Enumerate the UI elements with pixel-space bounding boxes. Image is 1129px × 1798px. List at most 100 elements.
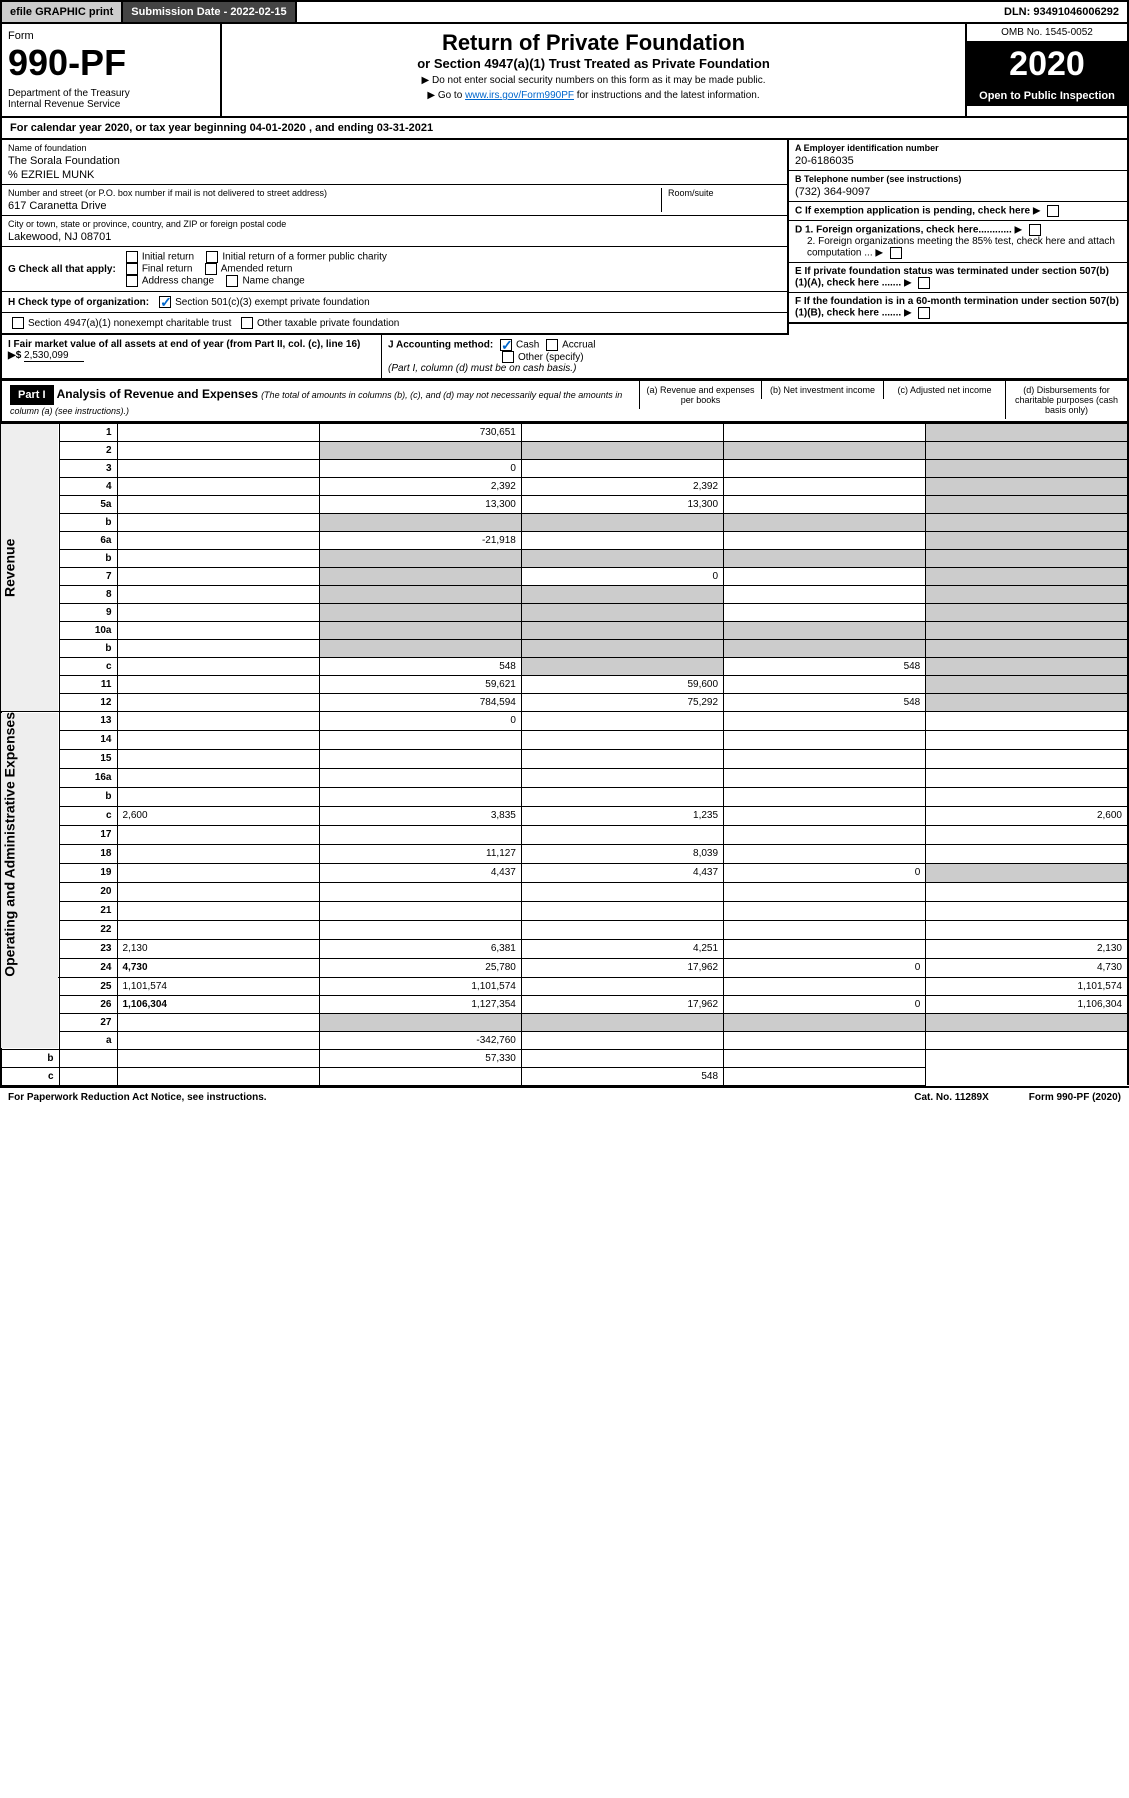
cell-d [926,787,1128,806]
table-row: b [1,787,1128,806]
amended-return-checkbox[interactable] [205,263,217,275]
foreign-85pct-checkbox[interactable] [890,247,902,259]
cell-c [724,532,926,550]
501c3-checkbox[interactable] [159,296,171,308]
care-of: % EZRIEL MUNK [8,169,781,181]
table-row: b57,330 [1,1049,1128,1067]
cell-d: 1,106,304 [926,995,1128,1013]
cell-c [724,1031,926,1049]
line-number: 22 [59,920,117,939]
cell-d [926,550,1128,568]
cell-b: 59,600 [521,676,723,694]
section-f: F If the foundation is in a 60-month ter… [789,293,1127,324]
table-row: 12784,59475,292548 [1,694,1128,712]
cell-c: 548 [724,694,926,712]
line-description [117,768,319,787]
table-row: c548548 [1,658,1128,676]
page-footer: For Paperwork Reduction Act Notice, see … [0,1086,1129,1107]
cell-a: 3,835 [319,806,521,825]
line-description [117,478,319,496]
tel-label: B Telephone number (see instructions) [795,174,1121,184]
cell-d [926,532,1128,550]
top-bar: efile GRAPHIC print Submission Date - 20… [0,0,1129,24]
cell-b [521,460,723,478]
other-method-checkbox[interactable] [502,351,514,363]
cell-b [521,640,723,658]
line-description [117,658,319,676]
table-row: 194,4374,4370 [1,863,1128,882]
cell-c [724,496,926,514]
cash-checkbox[interactable] [500,339,512,351]
tax-year: 2020 [967,43,1127,86]
efile-button[interactable]: efile GRAPHIC print [2,2,123,22]
name-change-checkbox[interactable] [226,275,238,287]
line-number: 19 [59,863,117,882]
cell-c [521,1049,723,1067]
status-terminated-checkbox[interactable] [918,277,930,289]
table-row: 5a13,30013,300 [1,496,1128,514]
cell-d [926,586,1128,604]
cell-b [521,920,723,939]
section-e: E If private foundation status was termi… [789,263,1127,293]
cell-d [926,478,1128,496]
line-description [117,604,319,622]
cell-a: -342,760 [319,1031,521,1049]
line-description [117,676,319,694]
line-description [59,1049,117,1067]
final-return-checkbox[interactable] [126,263,138,275]
cell-c [724,768,926,787]
submission-date: Submission Date - 2022-02-15 [123,2,296,22]
table-row: 261,106,3041,127,35417,96201,106,304 [1,995,1128,1013]
line-number: 2 [59,442,117,460]
exemption-pending-checkbox[interactable] [1047,205,1059,217]
table-row: c2,6003,8351,2352,600 [1,806,1128,825]
table-row: 15 [1,749,1128,768]
cell-a [319,622,521,640]
foreign-org-checkbox[interactable] [1029,224,1041,236]
cell-c [724,514,926,532]
cell-a [319,787,521,806]
initial-return-checkbox[interactable] [126,251,138,263]
foundation-name: The Sorala Foundation [8,155,781,167]
line-number: 8 [59,586,117,604]
cell-c [724,1013,926,1031]
line-description [59,1067,117,1085]
form-subtitle: or Section 4947(a)(1) Trust Treated as P… [228,56,959,71]
line-number: 5a [59,496,117,514]
cell-a: 1,101,574 [319,977,521,995]
identification-block: Name of foundation The Sorala Foundation… [0,140,1129,335]
cell-c [724,622,926,640]
addr-label: Number and street (or P.O. box number if… [8,188,661,198]
line-number: b [59,787,117,806]
dln-label: DLN: 93491046006292 [996,2,1127,22]
line-description [117,749,319,768]
instructions-link[interactable]: www.irs.gov/Form990PF [465,90,574,101]
city-state-zip: Lakewood, NJ 08701 [8,231,781,243]
line-description [117,901,319,920]
line-description [117,622,319,640]
cell-c [724,640,926,658]
cell-a: 784,594 [319,694,521,712]
initial-former-checkbox[interactable] [206,251,218,263]
line-number: 17 [59,825,117,844]
cell-c [724,460,926,478]
col-b-header: (b) Net investment income [761,381,883,399]
revenue-vlabel: Revenue [1,424,59,712]
other-taxable-checkbox[interactable] [241,317,253,329]
open-inspection: Open to Public Inspection [967,86,1127,106]
60month-checkbox[interactable] [918,307,930,319]
cell-a [319,1013,521,1031]
spacer-vlabel [1,977,59,1049]
street-address: 617 Caranetta Drive [8,200,661,212]
line-number: 7 [59,568,117,586]
table-row: b [1,514,1128,532]
cell-b [521,787,723,806]
accrual-checkbox[interactable] [546,339,558,351]
table-row: 21 [1,901,1128,920]
4947a1-checkbox[interactable] [12,317,24,329]
cell-b [521,586,723,604]
cell-a: 0 [319,460,521,478]
part1-header: Part I Analysis of Revenue and Expenses … [0,380,1129,423]
address-change-checkbox[interactable] [126,275,138,287]
table-row: Revenue1730,651 [1,424,1128,442]
